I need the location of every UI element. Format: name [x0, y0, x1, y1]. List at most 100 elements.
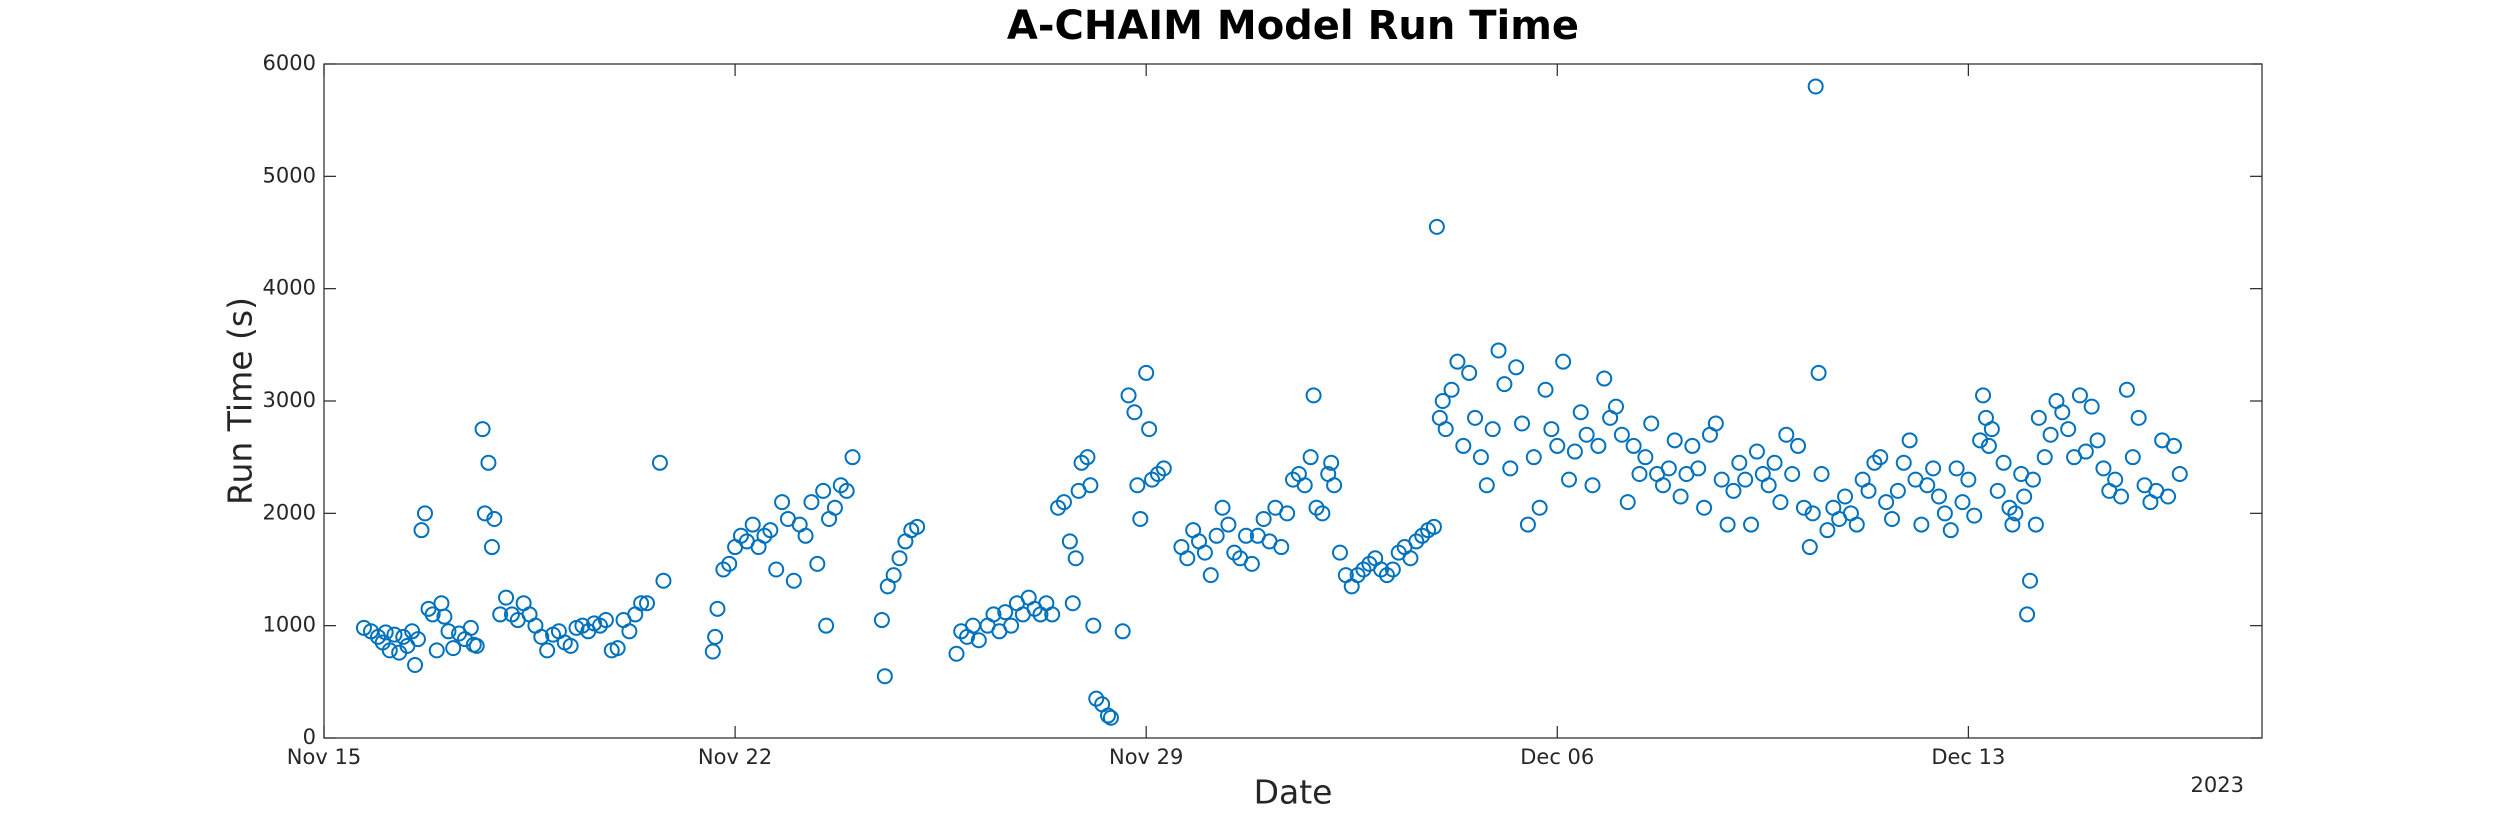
data-point: [1948, 460, 1965, 477]
data-point: [1925, 460, 1942, 477]
data-point: [1772, 494, 1789, 511]
data-point: [1202, 567, 1219, 584]
data-point: [407, 656, 424, 673]
data-point: [838, 482, 855, 499]
data-point: [1402, 550, 1419, 567]
data-point: [1082, 477, 1099, 494]
data-point: [633, 595, 650, 612]
data-point: [1484, 421, 1501, 438]
data-point: [2160, 488, 2177, 505]
y-tick-label: 2000: [263, 500, 316, 524]
data-point: [1719, 516, 1736, 533]
data-point: [1713, 471, 1730, 488]
data-point: [1919, 477, 1936, 494]
data-point: [704, 643, 721, 660]
data-point: [1214, 499, 1231, 516]
data-point: [1690, 460, 1707, 477]
data-point: [1514, 415, 1531, 432]
data-point: [436, 608, 453, 625]
data-point: [909, 518, 926, 535]
data-point: [2118, 381, 2135, 398]
data-point: [1731, 454, 1748, 471]
plot-box: [323, 63, 2263, 739]
data-point: [732, 527, 749, 544]
data-point: [1810, 364, 1827, 381]
data-point: [826, 499, 843, 516]
x-tick-label: Nov 22: [698, 745, 772, 769]
data-point: [562, 637, 579, 654]
data-point: [997, 604, 1014, 621]
data-point: [395, 628, 412, 645]
data-point: [876, 668, 893, 685]
data-point: [1102, 709, 1119, 726]
data-point: [1331, 544, 1348, 561]
data-point: [1631, 466, 1648, 483]
data-point: [1496, 376, 1513, 393]
data-point: [964, 617, 981, 634]
data-point: [1725, 482, 1742, 499]
data-point: [1129, 477, 1146, 494]
data-point: [386, 626, 403, 643]
data-point: [1660, 460, 1677, 477]
x-tick-label: Dec 06: [1520, 745, 1594, 769]
data-point: [1525, 449, 1542, 466]
data-point: [1323, 454, 1340, 471]
data-point: [1960, 471, 1977, 488]
data-point: [1138, 364, 1155, 381]
data-point: [1672, 488, 1689, 505]
data-point: [948, 645, 965, 662]
data-point: [1760, 477, 1777, 494]
data-point: [721, 555, 738, 572]
data-point: [1848, 516, 1865, 533]
data-point: [1443, 381, 1460, 398]
data-point: [474, 421, 491, 438]
data-point: [1989, 482, 2006, 499]
data-point: [1196, 544, 1213, 561]
data-point: [1748, 443, 1765, 460]
data-point: [1743, 516, 1760, 533]
y-axis-label: Run Time (s): [221, 297, 260, 505]
data-point: [768, 561, 785, 578]
data-point: [762, 522, 779, 539]
data-point: [428, 642, 445, 659]
data-point: [1061, 533, 1078, 550]
data-point: [1384, 561, 1401, 578]
data-point: [1508, 359, 1525, 376]
data-point: [1625, 437, 1642, 454]
data-point: [715, 561, 732, 578]
data-point: [1144, 471, 1161, 488]
y-tick-label: 6000: [263, 51, 316, 75]
data-point: [1434, 393, 1451, 409]
data-point: [785, 572, 802, 589]
data-point: [1942, 522, 1959, 539]
data-point: [756, 527, 773, 544]
data-point: [1613, 426, 1630, 443]
data-point: [2019, 606, 2036, 623]
data-point: [2030, 409, 2047, 426]
data-point: [2130, 409, 2147, 426]
data-point: [440, 623, 457, 640]
data-point: [1208, 527, 1225, 544]
data-point: [1226, 544, 1243, 561]
data-point: [1302, 449, 1319, 466]
data-point: [1801, 539, 1818, 556]
data-point: [797, 527, 814, 544]
data-point: [1308, 499, 1325, 516]
data-point: [1913, 516, 1930, 533]
data-point: [1537, 381, 1554, 398]
data-point: [1549, 437, 1566, 454]
data-point: [2022, 572, 2039, 589]
data-point: [2060, 421, 2077, 438]
data-point: [1355, 561, 1372, 578]
data-point: [1866, 454, 1883, 471]
data-point: [1279, 505, 1296, 522]
data-point: [2042, 426, 2059, 443]
data-point: [1461, 364, 1478, 381]
data-point: [1055, 494, 1072, 511]
data-point: [2077, 443, 2094, 460]
data-point: [1807, 78, 1824, 95]
data-point: [2071, 387, 2088, 404]
data-point: [1179, 550, 1196, 567]
data-point: [744, 516, 761, 533]
data-point: [1428, 218, 1445, 235]
